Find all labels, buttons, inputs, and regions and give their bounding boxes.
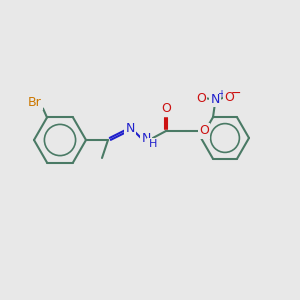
Text: O: O	[199, 124, 209, 137]
Text: O: O	[196, 92, 206, 105]
Text: O: O	[224, 91, 234, 104]
Text: N: N	[125, 122, 135, 134]
Text: Br: Br	[28, 96, 42, 109]
Text: −: −	[231, 87, 241, 100]
Text: +: +	[217, 89, 225, 99]
Text: N: N	[210, 93, 220, 106]
Text: O: O	[161, 103, 171, 116]
Text: N: N	[141, 133, 151, 146]
Text: H: H	[149, 139, 157, 149]
